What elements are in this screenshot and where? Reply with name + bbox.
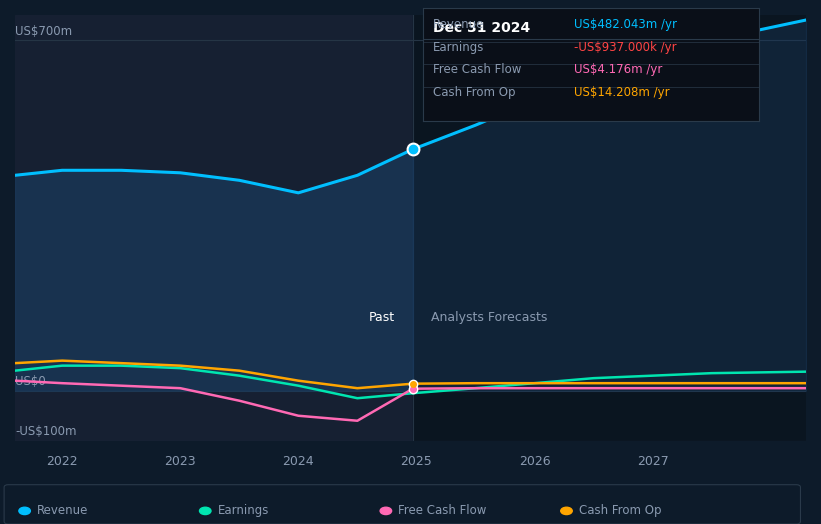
Text: Earnings: Earnings bbox=[218, 505, 269, 517]
Text: US$482.043m /yr: US$482.043m /yr bbox=[575, 18, 677, 31]
Text: US$4.176m /yr: US$4.176m /yr bbox=[575, 63, 663, 77]
Text: Dec 31 2024: Dec 31 2024 bbox=[433, 21, 530, 36]
Text: Revenue: Revenue bbox=[37, 505, 89, 517]
Text: Earnings: Earnings bbox=[433, 41, 484, 54]
Text: US$0: US$0 bbox=[15, 375, 46, 388]
Text: Free Cash Flow: Free Cash Flow bbox=[433, 63, 521, 77]
Text: Analysts Forecasts: Analysts Forecasts bbox=[430, 311, 547, 323]
Text: Past: Past bbox=[369, 311, 395, 323]
Text: US$700m: US$700m bbox=[15, 25, 72, 38]
Text: Revenue: Revenue bbox=[433, 18, 484, 31]
Text: 2023: 2023 bbox=[164, 455, 196, 468]
Text: 2022: 2022 bbox=[47, 455, 78, 468]
Text: 2025: 2025 bbox=[401, 455, 433, 468]
Text: Cash From Op: Cash From Op bbox=[579, 505, 661, 517]
Text: US$14.208m /yr: US$14.208m /yr bbox=[575, 86, 670, 99]
Bar bbox=[15, 15, 413, 441]
Text: -US$937.000k /yr: -US$937.000k /yr bbox=[575, 41, 677, 54]
Text: Cash From Op: Cash From Op bbox=[433, 86, 516, 99]
Bar bbox=[413, 15, 806, 441]
Text: Free Cash Flow: Free Cash Flow bbox=[398, 505, 487, 517]
Text: 2027: 2027 bbox=[636, 455, 668, 468]
Text: 2026: 2026 bbox=[519, 455, 550, 468]
Text: 2024: 2024 bbox=[282, 455, 314, 468]
Text: -US$100m: -US$100m bbox=[15, 425, 76, 438]
